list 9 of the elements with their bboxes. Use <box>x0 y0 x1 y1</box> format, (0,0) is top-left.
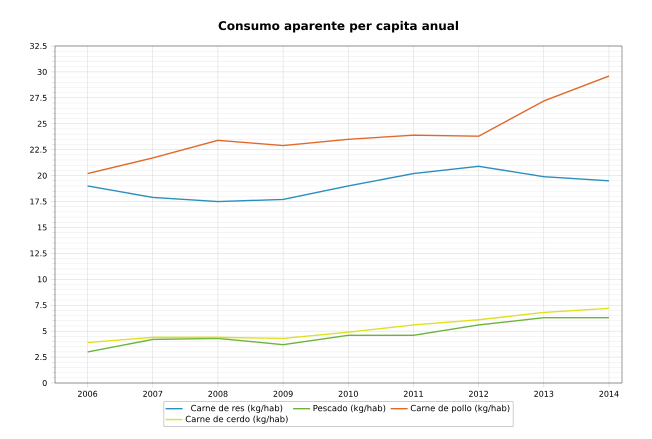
chart-title: Consumo aparente per capita anual <box>218 20 458 32</box>
line-series <box>86 316 610 353</box>
legend-label: Carne de pollo (kg/hab) <box>410 404 510 413</box>
legend-label: Pescado (kg/hab) <box>314 404 386 413</box>
legend-label: Carne de cerdo (kg/hab) <box>186 416 288 424</box>
line-series <box>86 75 610 174</box>
line-series <box>86 308 610 344</box>
line-series <box>86 166 610 202</box>
legend-label: Carne de res (kg/hab) <box>191 404 282 413</box>
